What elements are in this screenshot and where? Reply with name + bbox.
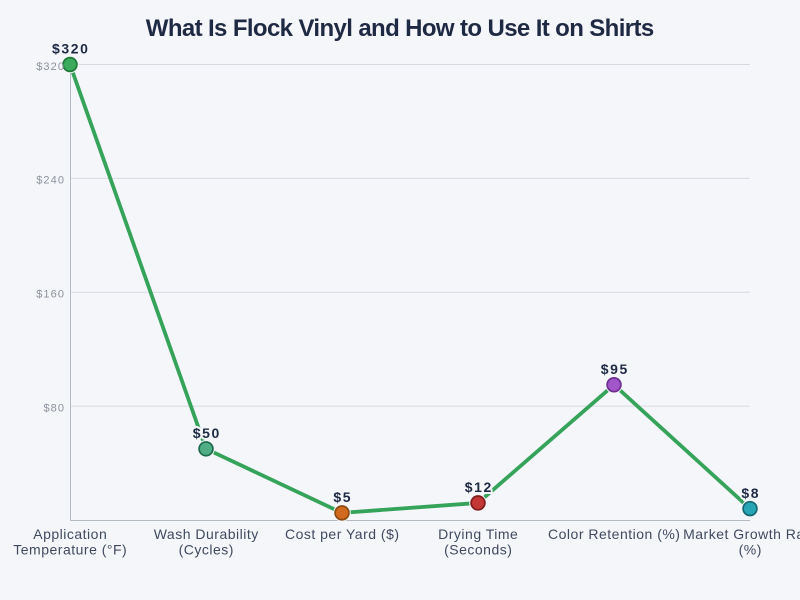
svg-text:$8: $8: [741, 485, 760, 501]
svg-text:Color Retention (%): Color Retention (%): [548, 526, 680, 542]
svg-text:$240: $240: [36, 175, 65, 187]
svg-text:$320: $320: [52, 41, 90, 57]
svg-text:What Is Flock Vinyl and How to: What Is Flock Vinyl and How to Use It on…: [146, 15, 654, 42]
svg-text:(Cycles): (Cycles): [179, 542, 234, 558]
svg-text:$5: $5: [333, 489, 352, 505]
svg-text:$50: $50: [193, 425, 221, 441]
svg-text:(%): (%): [739, 542, 762, 558]
svg-text:Temperature (°F): Temperature (°F): [13, 542, 127, 558]
svg-text:Cost per Yard ($): Cost per Yard ($): [285, 526, 400, 542]
svg-text:$160: $160: [36, 289, 65, 301]
svg-text:Market Growth Rate: Market Growth Rate: [683, 526, 800, 542]
svg-text:Drying Time: Drying Time: [438, 526, 518, 542]
svg-text:$12: $12: [465, 479, 493, 495]
svg-text:$320: $320: [36, 61, 65, 73]
svg-text:(Seconds): (Seconds): [444, 542, 512, 558]
svg-text:$95: $95: [601, 361, 629, 377]
svg-text:Wash Durability: Wash Durability: [154, 526, 259, 542]
svg-text:Application: Application: [33, 526, 107, 542]
svg-text:$80: $80: [43, 402, 65, 414]
